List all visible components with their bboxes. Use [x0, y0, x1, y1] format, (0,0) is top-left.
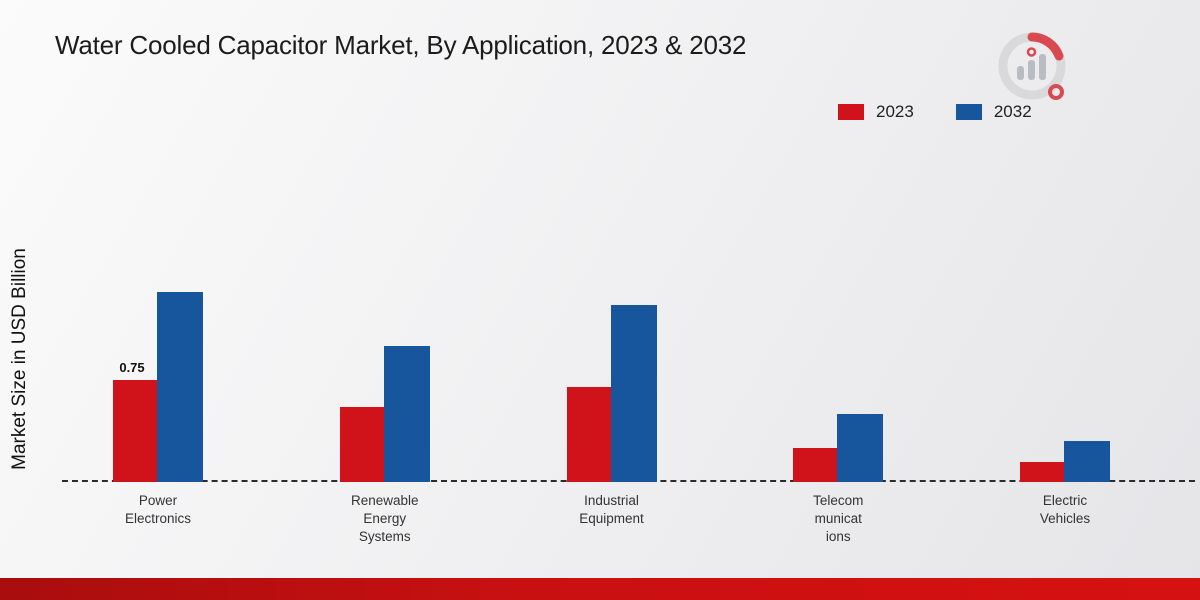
bar-2023-category-1 — [339, 407, 384, 482]
legend-swatch-2023 — [838, 104, 864, 120]
bar-2032-category-1 — [383, 346, 430, 482]
bar-2023-category-0 — [113, 380, 157, 482]
category-label: Electric Vehicles — [1039, 493, 1091, 527]
bar-value-label: 0.75 — [119, 360, 145, 375]
bottom-accent-bar — [0, 578, 1200, 600]
legend-item-2023: 2023 — [838, 102, 914, 122]
chart-title: Water Cooled Capacitor Market, By Applic… — [55, 30, 747, 60]
bar-2032-category-0 — [157, 292, 203, 482]
bar-2032-category-3 — [837, 414, 884, 482]
category-label: Power Electronics — [124, 493, 192, 527]
category-label: Telecom municat ions — [813, 493, 864, 545]
bar-2032-category-2 — [610, 305, 657, 482]
brand-logo — [995, 30, 1071, 106]
legend-item-2032: 2032 — [955, 102, 1032, 122]
brand-logo-graphic — [998, 32, 1066, 100]
bar-2023-category-2 — [566, 387, 611, 482]
legend: 2023 2032 — [838, 102, 1032, 122]
bar-2032-category-4 — [1064, 441, 1110, 482]
bar-2023-category-3 — [793, 448, 838, 482]
legend-swatch-2032 — [955, 104, 982, 120]
legend-label-2032: 2032 — [993, 102, 1032, 121]
bar-2023-category-4 — [1020, 462, 1064, 482]
category-label: Industrial Equipment — [579, 493, 644, 527]
legend-label-2023: 2023 — [876, 102, 914, 121]
category-label: Renewable Energy Systems — [350, 493, 419, 545]
